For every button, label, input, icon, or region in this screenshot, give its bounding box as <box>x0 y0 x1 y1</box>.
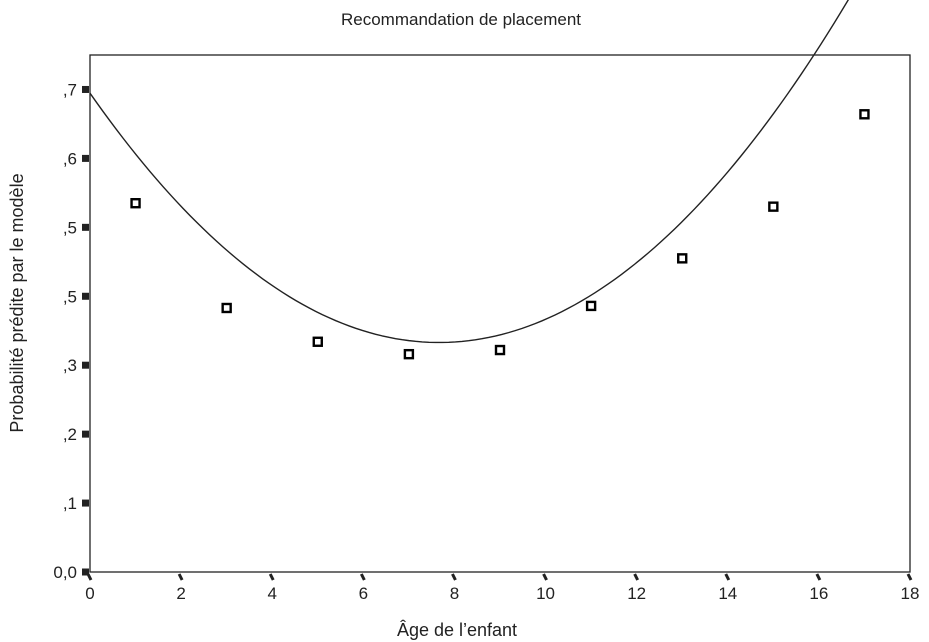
x-tick-label: 14 <box>718 584 737 603</box>
x-tick-mark <box>359 573 366 581</box>
x-tick-mark <box>906 573 913 581</box>
x-tick-label: 16 <box>809 584 828 603</box>
y-tick-mark <box>82 85 89 93</box>
data-point <box>221 302 232 314</box>
x-tick-label: 2 <box>176 584 185 603</box>
y-tick-label: ,5 <box>63 218 77 237</box>
y-tick-mark <box>82 292 89 300</box>
x-tick-mark <box>542 573 548 581</box>
x-tick-label: 18 <box>901 584 920 603</box>
y-tick-mark <box>82 361 89 369</box>
y-tick-mark <box>82 223 89 231</box>
y-tick-mark <box>82 568 89 576</box>
x-tick-label: 12 <box>627 584 646 603</box>
data-point <box>768 201 779 212</box>
x-tick-mark <box>633 573 640 581</box>
data-point <box>494 344 506 356</box>
x-tick-label: 10 <box>536 584 555 603</box>
x-tick-label: 0 <box>85 584 94 603</box>
data-points <box>130 109 870 360</box>
y-tick-mark <box>82 430 89 438</box>
x-tick-mark <box>268 573 275 581</box>
data-point <box>403 348 415 360</box>
x-tick-label: 8 <box>450 584 459 603</box>
chart-title: Recommandation de placement <box>341 10 581 29</box>
x-axis: 0 2 4 6 8 10 12 14 16 18 <box>85 573 920 603</box>
data-point <box>130 198 141 209</box>
y-tick-label: ,6 <box>63 149 77 168</box>
x-axis-label: Âge de l’enfant <box>397 620 517 640</box>
x-tick-mark <box>177 573 184 581</box>
data-point <box>859 109 870 120</box>
y-axis: 0,0 ,1 ,2 ,3 ,5 ,5 ,6 ,7 <box>53 80 89 582</box>
y-axis-label: Probabilité prédite par le modèle <box>7 173 27 432</box>
x-tick-mark <box>86 573 93 581</box>
data-point <box>677 253 688 264</box>
y-tick-label: ,3 <box>63 356 77 375</box>
x-tick-mark <box>724 573 731 581</box>
plot-frame <box>89 54 911 573</box>
y-tick-label: ,1 <box>63 494 77 513</box>
y-tick-label: 0,0 <box>53 563 77 582</box>
x-tick-label: 4 <box>267 584 276 603</box>
x-tick-mark <box>815 573 822 581</box>
y-tick-label: ,7 <box>63 80 77 99</box>
y-tick-label: ,2 <box>63 425 77 444</box>
x-tick-mark <box>451 573 457 581</box>
y-tick-label: ,5 <box>63 287 77 306</box>
y-tick-mark <box>82 154 89 162</box>
fit-curve <box>89 0 849 344</box>
x-tick-label: 6 <box>359 584 368 603</box>
data-point <box>585 300 597 312</box>
data-point <box>312 336 323 347</box>
y-tick-mark <box>82 499 89 507</box>
